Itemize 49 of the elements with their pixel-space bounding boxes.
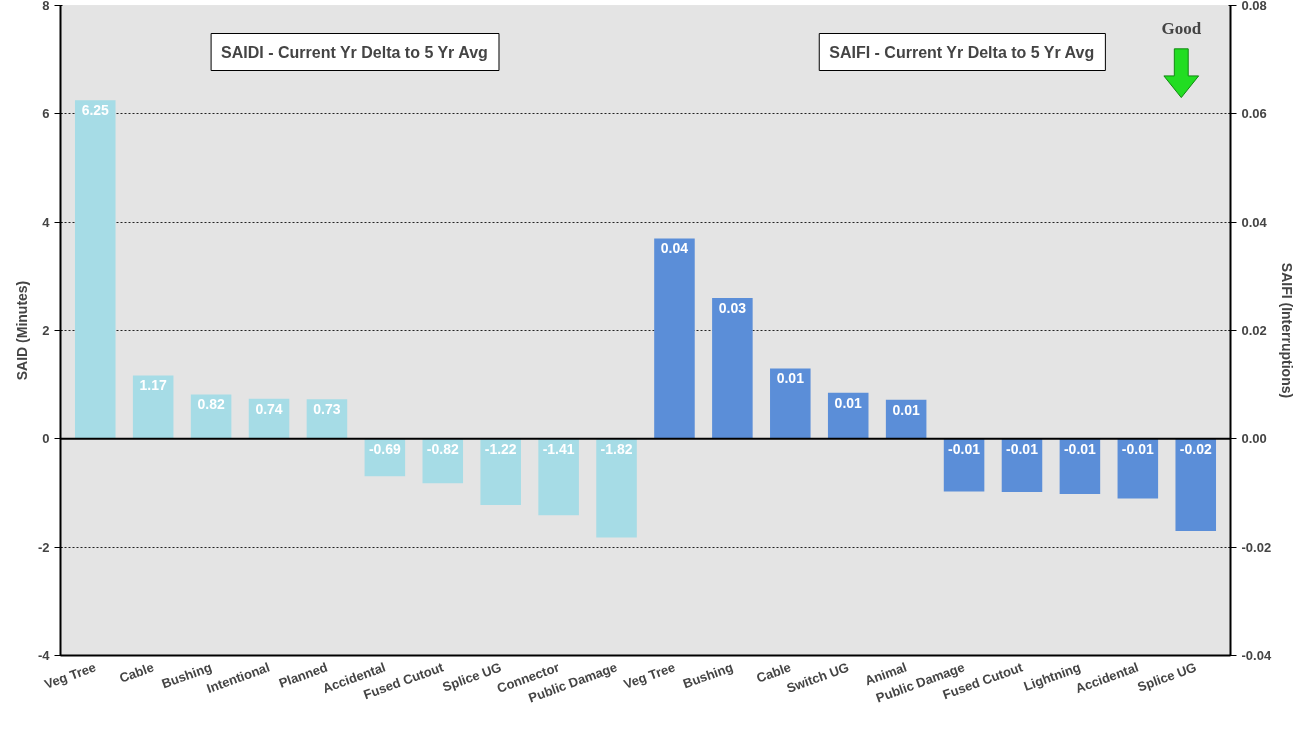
bar	[1175, 438, 1217, 531]
data-label: 0.04	[660, 240, 689, 257]
y2-tick-label: 0.08	[1241, 0, 1267, 13]
data-label: 0.01	[776, 370, 805, 387]
bar	[596, 438, 637, 538]
data-label: 0.03	[718, 300, 747, 316]
y-tick-label: 8	[42, 0, 50, 13]
data-label: 0.73	[313, 401, 341, 418]
annotation: SAIDI - Current Yr Delta to 5 Yr Avg	[221, 43, 488, 61]
y2-tick-label: -0.04	[1241, 648, 1272, 663]
y2-tick-label: -0.02	[1241, 539, 1272, 555]
data-label: -0.01	[1063, 440, 1097, 457]
bar	[132, 375, 174, 439]
data-label: -0.01	[948, 440, 981, 457]
x-tick-label: Cable	[117, 659, 156, 686]
data-label: -0.02	[1179, 440, 1212, 457]
bar	[74, 100, 116, 439]
bar	[538, 438, 579, 516]
data-label: -0.69	[368, 440, 402, 457]
data-label: -1.22	[484, 440, 517, 457]
y-tick-label: 4	[42, 214, 51, 230]
y-tick-label: 0	[42, 431, 50, 447]
data-label: 0.01	[892, 401, 920, 418]
annotation: Good	[1161, 19, 1202, 38]
y2-axis-title: SAIFI (Interruptions)	[1279, 262, 1296, 399]
data-label: -1.41	[542, 440, 575, 457]
y2-tick-label: 0.00	[1241, 431, 1267, 447]
data-label: 0.82	[197, 396, 225, 413]
annotation: SAIFI - Current Yr Delta to 5 Yr Avg	[829, 43, 1095, 61]
y2-tick-label: 0.02	[1241, 323, 1267, 338]
y-tick-label: 2	[42, 323, 50, 338]
data-label: 6.25	[81, 102, 110, 119]
data-label: -0.01	[1006, 440, 1039, 457]
data-label: 0.01	[834, 394, 863, 411]
y2-tick-label: 0.04	[1241, 214, 1268, 230]
x-tick-label: Veg Tree	[621, 659, 678, 692]
y2-tick-label: 0.06	[1241, 106, 1267, 122]
bar	[654, 238, 695, 439]
y-axis-title: SAID (Minutes)	[13, 280, 30, 381]
data-label: 1.17	[139, 377, 168, 394]
bar	[712, 298, 753, 439]
bar	[770, 368, 811, 439]
bar	[480, 438, 521, 505]
y-tick-label: 6	[42, 106, 50, 122]
data-label: -1.82	[600, 440, 633, 457]
data-label: -0.82	[426, 440, 459, 457]
data-label: 0.74	[255, 400, 283, 417]
data-label: -0.01	[1121, 440, 1154, 457]
y-tick-label: -2	[37, 539, 50, 555]
